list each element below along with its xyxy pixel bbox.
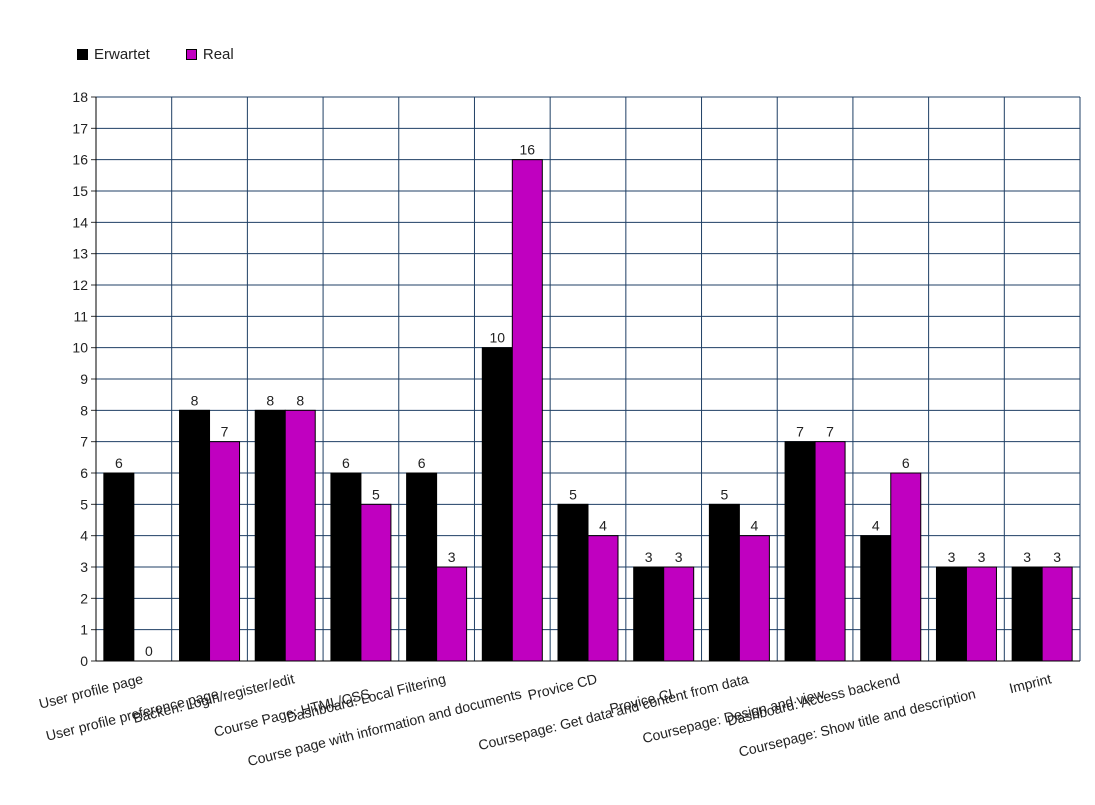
- data-label-erwartet: 3: [1023, 549, 1031, 565]
- data-label-real: 16: [520, 142, 536, 158]
- y-tick-label: 3: [80, 559, 88, 575]
- bar-real: [965, 566, 997, 662]
- data-label-erwartet: 8: [266, 392, 274, 408]
- bar-real: [587, 535, 619, 662]
- y-tick-label: 14: [72, 214, 88, 230]
- data-label-erwartet: 5: [569, 486, 577, 502]
- legend-label-real: Real: [202, 46, 234, 63]
- bar-erwartet: [330, 472, 362, 662]
- data-label-real: 3: [675, 549, 683, 565]
- data-label-erwartet: 3: [948, 549, 956, 565]
- y-tick-label: 0: [80, 653, 88, 669]
- bar-erwartet: [633, 566, 665, 662]
- bar-real: [890, 472, 922, 662]
- bar-erwartet: [254, 409, 286, 662]
- data-label-real: 7: [826, 424, 834, 440]
- y-tick-label: 17: [72, 120, 88, 136]
- bar-real: [209, 441, 241, 662]
- y-tick-label: 9: [80, 371, 88, 387]
- bar-erwartet: [784, 441, 816, 662]
- bar-erwartet: [1011, 566, 1043, 662]
- bar-erwartet: [481, 347, 513, 662]
- x-tick-label: Coursepage: Get data and content from da…: [477, 670, 751, 753]
- data-label-erwartet: 8: [191, 392, 199, 408]
- y-tick-label: 4: [80, 528, 88, 544]
- y-tick-label: 8: [80, 402, 88, 418]
- data-label-erwartet: 7: [796, 424, 804, 440]
- legend: Erwartet Real: [77, 46, 270, 63]
- data-label-erwartet: 10: [490, 330, 506, 346]
- bar-erwartet: [708, 503, 740, 662]
- y-tick-label: 11: [73, 308, 88, 324]
- y-tick-label: 15: [72, 183, 88, 199]
- data-label-erwartet: 6: [342, 455, 350, 471]
- bar-erwartet: [179, 409, 211, 662]
- data-label-real: 6: [902, 455, 910, 471]
- bar-erwartet: [557, 503, 589, 662]
- data-label-real: 4: [599, 518, 607, 534]
- legend-label-erwartet: Erwartet: [94, 46, 150, 63]
- bar-erwartet: [406, 472, 438, 662]
- data-label-real: 3: [978, 549, 986, 565]
- bar-erwartet: [103, 472, 135, 662]
- y-tick-label: 12: [72, 277, 88, 293]
- bar-real: [663, 566, 695, 662]
- data-label-erwartet: 6: [115, 455, 123, 471]
- legend-swatch-erwartet: [77, 49, 88, 60]
- data-label-real: 3: [448, 549, 456, 565]
- y-tick-label: 16: [72, 152, 88, 168]
- y-tick-label: 18: [72, 89, 88, 105]
- x-tick-label: Imprint: [1007, 670, 1052, 696]
- bar-real: [284, 409, 316, 662]
- data-label-real: 0: [145, 643, 153, 659]
- bar-real: [1041, 566, 1073, 662]
- y-tick-label: 2: [80, 590, 88, 606]
- data-label-real: 8: [296, 392, 304, 408]
- y-tick-label: 13: [72, 246, 88, 262]
- legend-item-erwartet: Erwartet: [77, 46, 150, 63]
- bar-erwartet: [935, 566, 967, 662]
- bar-real: [436, 566, 468, 662]
- data-label-real: 7: [221, 424, 229, 440]
- legend-item-real: Real: [185, 46, 234, 63]
- data-label-erwartet: 4: [872, 518, 880, 534]
- y-tick-label: 5: [80, 496, 88, 512]
- bar-real: [360, 503, 392, 662]
- bar-erwartet: [860, 535, 892, 662]
- x-tick-label: User profile page: [37, 670, 145, 711]
- data-label-erwartet: 3: [645, 549, 653, 565]
- y-tick-label: 6: [80, 465, 88, 481]
- x-tick-label: Provice CD: [526, 670, 599, 703]
- y-tick-label: 7: [80, 434, 88, 450]
- data-label-real: 4: [750, 518, 758, 534]
- data-label-real: 5: [372, 486, 380, 502]
- data-label-erwartet: 5: [720, 486, 728, 502]
- data-label-erwartet: 6: [418, 455, 426, 471]
- y-tick-label: 10: [72, 340, 88, 356]
- data-label-real: 3: [1053, 549, 1061, 565]
- bar-real: [814, 441, 846, 662]
- legend-swatch-real: [185, 49, 197, 60]
- bar-real: [738, 535, 770, 662]
- y-tick-label: 1: [80, 622, 88, 638]
- bar-real: [511, 159, 543, 662]
